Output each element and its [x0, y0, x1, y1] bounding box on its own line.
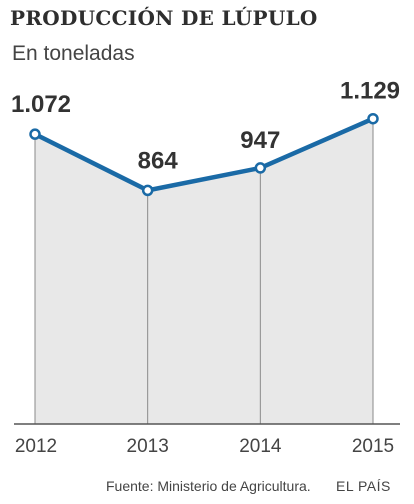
x-tick-label-2015: 2015: [352, 436, 394, 457]
x-tick-label-2013: 2013: [127, 436, 169, 457]
series-line: [32, 116, 376, 193]
data-point-2012: [29, 128, 41, 140]
area-fill: [35, 118, 373, 425]
data-label-2014: 947: [240, 127, 280, 154]
data-label-2013: 864: [138, 147, 179, 174]
brand-logo: EL PAÍS: [336, 478, 391, 494]
chart-subtitle: En toneladas: [12, 42, 135, 65]
source-note: Fuente: Ministerio de Agricultura.: [106, 478, 311, 494]
x-tick-label-2012: 2012: [15, 436, 57, 457]
data-point-2013: [141, 184, 154, 197]
data-point-2015: [367, 112, 379, 125]
data-label-2012: 1.072: [11, 91, 71, 118]
chart-title: PRODUCCIÓN DE LÚPULO: [10, 6, 318, 30]
data-point-2014: [254, 162, 267, 174]
data-label-2015: 1.129: [340, 78, 400, 105]
x-tick-label-2014: 2014: [239, 436, 282, 457]
